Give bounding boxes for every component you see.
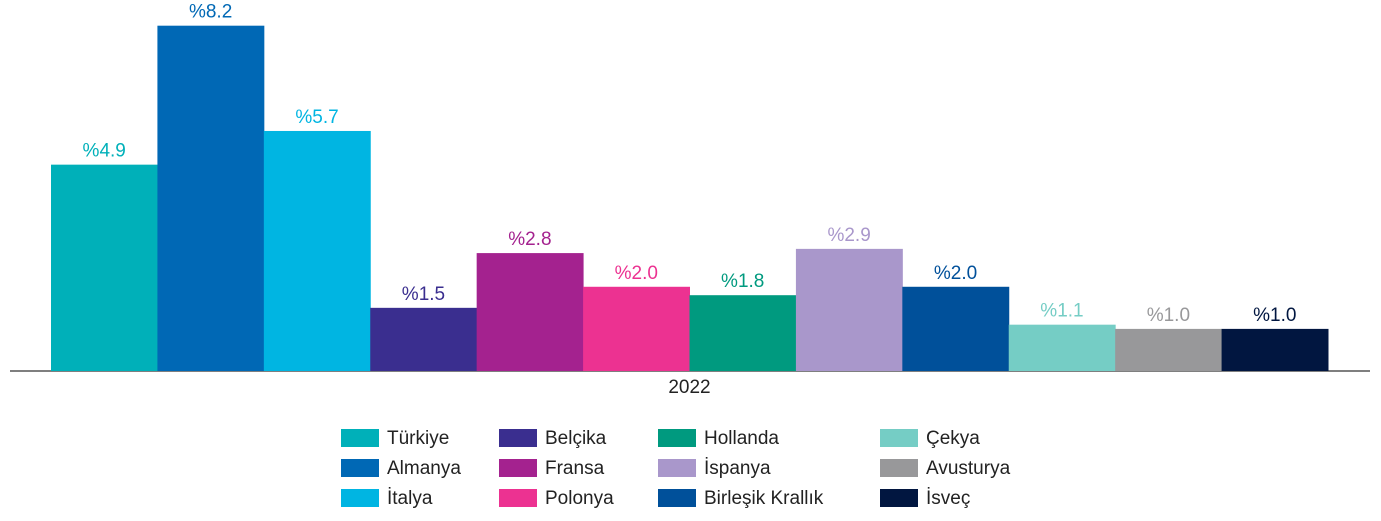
data-label: %1.1 — [1040, 301, 1083, 322]
legend-label: İspanya — [704, 458, 771, 479]
legend-label: Fransa — [545, 458, 605, 479]
data-label: %1.8 — [721, 271, 764, 292]
data-label: %1.5 — [402, 284, 445, 305]
legend-label: Hollanda — [704, 428, 779, 449]
legend-swatch — [341, 429, 379, 447]
legend-swatch — [658, 489, 696, 507]
data-label: %2.0 — [615, 263, 658, 284]
data-label: %2.9 — [827, 225, 870, 246]
bar — [689, 295, 797, 371]
legend-swatch — [658, 459, 696, 477]
legend-swatch — [499, 429, 537, 447]
bar — [1008, 324, 1116, 371]
legend-label: Türkiye — [387, 428, 449, 449]
legend-label: İtalya — [387, 488, 433, 509]
legend-label: Polonya — [545, 488, 614, 509]
legend-swatch — [499, 489, 537, 507]
data-label: %5.7 — [295, 107, 338, 128]
bar — [157, 25, 265, 371]
bar — [583, 286, 690, 371]
legend-swatch — [341, 489, 379, 507]
legend-swatch — [658, 429, 696, 447]
data-label: %1.0 — [1147, 305, 1190, 326]
legend-swatch — [880, 489, 918, 507]
data-label: %2.8 — [508, 229, 551, 250]
legend-swatch — [880, 429, 918, 447]
legend-label: Belçika — [545, 428, 607, 449]
data-label: %2.0 — [934, 263, 977, 284]
legend-label: Birleşik Krallık — [704, 488, 824, 509]
data-label: %8.2 — [189, 2, 232, 23]
x-tick-label: 2022 — [668, 377, 710, 398]
bar — [263, 130, 371, 371]
bar — [1115, 328, 1223, 371]
bar — [902, 286, 1010, 371]
legend-label: Avusturya — [926, 458, 1011, 479]
legend-label: Almanya — [387, 458, 461, 479]
legend-swatch — [499, 459, 537, 477]
bar — [1221, 328, 1329, 371]
bar — [51, 164, 158, 371]
bar — [370, 307, 478, 371]
legend-label: İsveç — [926, 488, 970, 509]
bar — [795, 248, 903, 371]
legend-swatch — [880, 459, 918, 477]
data-label: %1.0 — [1253, 305, 1296, 326]
legend-swatch — [341, 459, 379, 477]
legend-label: Çekya — [926, 428, 980, 449]
bar — [476, 253, 584, 371]
data-label: %4.9 — [83, 141, 126, 162]
